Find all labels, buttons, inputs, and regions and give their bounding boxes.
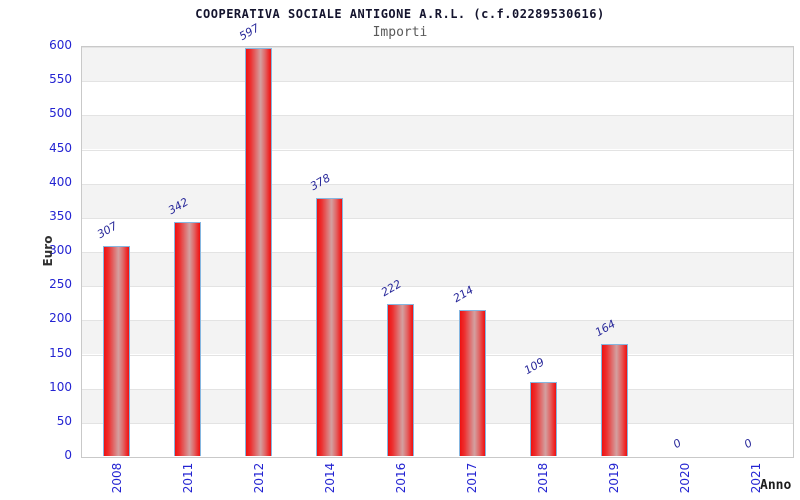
bar-2008	[103, 246, 131, 456]
x-tick-label-2017: 2017	[465, 462, 480, 494]
x-tick-label-2008: 2008	[109, 462, 124, 494]
grid-band	[82, 47, 793, 82]
bar-2019	[600, 343, 628, 456]
chart-title: COOPERATIVA SOCIALE ANTIGONE A.R.L. (c.f…	[195, 7, 605, 21]
bar-2018	[529, 381, 557, 456]
grid-band	[82, 183, 793, 218]
bar-2011	[174, 222, 202, 456]
y-tick-label: 450	[49, 140, 72, 155]
x-tick-label-2018: 2018	[536, 462, 551, 494]
grid-band	[82, 149, 793, 184]
y-tick-label: 150	[49, 345, 72, 360]
x-tick-label-2012: 2012	[251, 462, 266, 494]
chart-subtitle: Importi	[372, 25, 428, 40]
bar-2012	[245, 48, 273, 456]
y-tick-label: 550	[49, 72, 72, 87]
bar-2016	[387, 304, 415, 456]
grid-band	[82, 81, 793, 116]
grid-band	[82, 115, 793, 150]
y-tick-label: 500	[49, 106, 72, 121]
y-tick-label: 250	[49, 277, 72, 292]
y-tick-label: 50	[56, 413, 72, 428]
y-tick-label: 0	[64, 448, 72, 462]
x-tick-label-2016: 2016	[393, 462, 408, 494]
x-tick-label-2011: 2011	[180, 462, 195, 494]
y-tick-label: 200	[49, 311, 72, 326]
y-tick-label: 300	[49, 243, 72, 257]
bar-2014	[316, 197, 344, 456]
y-tick-label: 100	[49, 379, 72, 394]
x-tick-label-2020: 2020	[678, 462, 693, 494]
y-tick-label: 350	[49, 208, 72, 223]
y-axis-title: Euro	[41, 235, 55, 267]
x-axis-title: Anno	[760, 478, 792, 493]
x-tick-label-2019: 2019	[607, 462, 622, 494]
y-tick-label: 400	[49, 174, 72, 189]
x-tick-label-2014: 2014	[322, 462, 337, 494]
y-tick-label: 600	[49, 38, 72, 52]
bar-2017	[458, 309, 486, 456]
